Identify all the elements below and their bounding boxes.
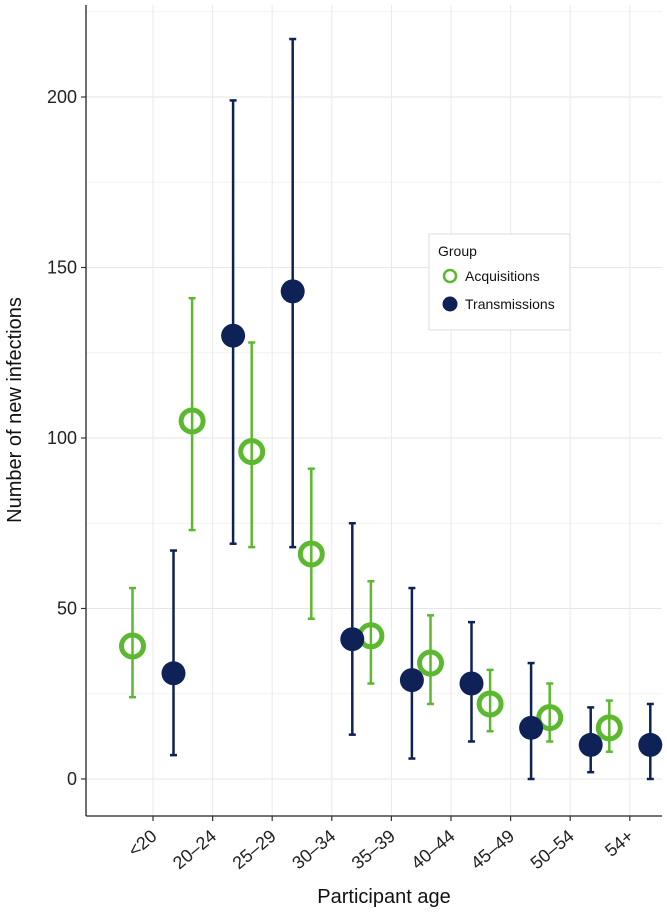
point-acquisitions <box>595 714 623 742</box>
legend-box <box>428 233 571 331</box>
point-acquisitions <box>297 540 325 568</box>
point-acquisitions <box>178 407 206 435</box>
legend-key-acquisitions <box>442 268 458 284</box>
legend-title: Group <box>438 243 477 259</box>
point-transmissions <box>221 323 246 348</box>
legend-label-transmissions: Transmissions <box>465 296 555 312</box>
point-transmissions <box>519 715 544 740</box>
x-tick-label: 20–24 <box>169 826 220 874</box>
point-transmissions <box>161 661 186 686</box>
point-acquisitions <box>476 690 504 718</box>
x-tick-label: <20 <box>124 826 160 861</box>
x-tick-label: 25–29 <box>229 826 280 874</box>
legend-label-acquisitions: Acquisitions <box>465 268 540 284</box>
legend: Group Acquisitions Transmissions <box>428 233 571 331</box>
point-transmissions <box>459 671 484 696</box>
x-tick-label: 35–39 <box>348 826 399 874</box>
y-tick-label: 100 <box>47 428 77 448</box>
point-transmissions <box>280 279 305 304</box>
x-tick-label: 30–34 <box>288 826 339 874</box>
point-acquisitions <box>417 649 444 677</box>
point-acquisitions <box>536 704 564 732</box>
x-tick-label: 40–44 <box>407 826 458 874</box>
point-transmissions <box>638 732 663 757</box>
y-tick-label: 50 <box>57 599 77 619</box>
y-tick-label: 200 <box>47 87 77 107</box>
y-axis-title: Number of new infections <box>4 297 26 523</box>
gridlines <box>86 5 662 816</box>
point-transmissions <box>399 668 424 693</box>
x-tick-label: 50–54 <box>527 826 578 874</box>
x-axis-ticks: <20 20–24 25–29 30–34 35–39 40–44 45–49 50–54 54… <box>124 816 637 873</box>
point-transmissions <box>340 627 365 652</box>
x-tick-label: 45–49 <box>467 826 518 874</box>
y-tick-label: 150 <box>47 258 77 278</box>
point-acquisitions <box>238 438 266 466</box>
y-axis-ticks: 0 50 100 150 200 <box>47 87 86 789</box>
point-acquisitions <box>119 632 146 660</box>
point-transmissions <box>578 732 603 757</box>
data-marks <box>119 37 663 781</box>
legend-key-transmissions <box>442 296 458 312</box>
axes <box>85 5 662 817</box>
x-axis-title: Participant age <box>317 886 450 908</box>
x-tick-label: 54+ <box>601 826 637 861</box>
y-tick-label: 0 <box>67 769 77 789</box>
